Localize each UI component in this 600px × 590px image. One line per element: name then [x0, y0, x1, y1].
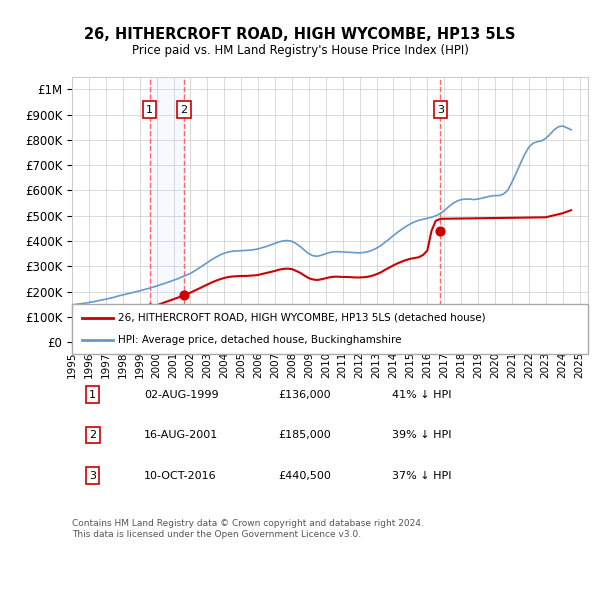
- Text: 26, HITHERCROFT ROAD, HIGH WYCOMBE, HP13 5LS: 26, HITHERCROFT ROAD, HIGH WYCOMBE, HP13…: [84, 27, 516, 41]
- Text: 26, HITHERCROFT ROAD, HIGH WYCOMBE, HP13 5LS (detached house): 26, HITHERCROFT ROAD, HIGH WYCOMBE, HP13…: [118, 313, 486, 323]
- Text: £440,500: £440,500: [278, 471, 331, 481]
- Bar: [149, 77, 184, 342]
- Text: 02-AUG-1999: 02-AUG-1999: [144, 389, 219, 399]
- Text: £185,000: £185,000: [278, 430, 331, 440]
- Point: [436, 226, 445, 235]
- Text: 3: 3: [89, 471, 96, 481]
- Text: HPI: Average price, detached house, Buckinghamshire: HPI: Average price, detached house, Buck…: [118, 335, 402, 345]
- Text: 2: 2: [181, 104, 188, 114]
- Text: 1: 1: [146, 104, 153, 114]
- Text: £136,000: £136,000: [278, 389, 331, 399]
- Text: 2: 2: [89, 430, 96, 440]
- Text: 1: 1: [89, 389, 96, 399]
- Text: Price paid vs. HM Land Registry's House Price Index (HPI): Price paid vs. HM Land Registry's House …: [131, 44, 469, 57]
- FancyBboxPatch shape: [72, 304, 588, 354]
- Text: 3: 3: [437, 104, 444, 114]
- Text: 37% ↓ HPI: 37% ↓ HPI: [392, 471, 451, 481]
- Text: 41% ↓ HPI: 41% ↓ HPI: [392, 389, 451, 399]
- Text: 16-AUG-2001: 16-AUG-2001: [144, 430, 218, 440]
- Text: 39% ↓ HPI: 39% ↓ HPI: [392, 430, 451, 440]
- Text: Contains HM Land Registry data © Crown copyright and database right 2024.
This d: Contains HM Land Registry data © Crown c…: [72, 519, 424, 539]
- Text: 10-OCT-2016: 10-OCT-2016: [144, 471, 217, 481]
- Point: [179, 291, 189, 300]
- Point: [145, 303, 154, 313]
